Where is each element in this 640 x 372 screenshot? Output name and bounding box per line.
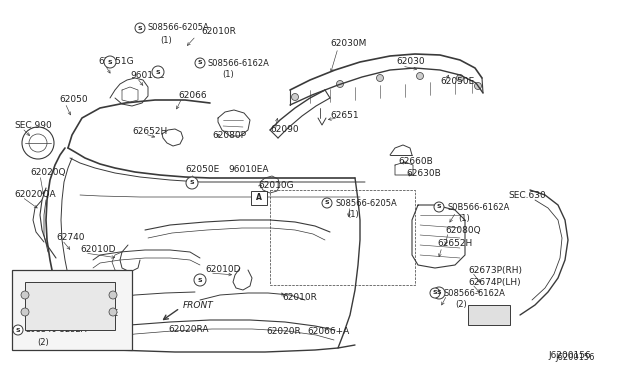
Text: 62030: 62030 xyxy=(396,58,424,67)
Text: S: S xyxy=(189,180,195,186)
Text: S: S xyxy=(198,278,202,282)
Text: 62080Q: 62080Q xyxy=(445,225,481,234)
Text: S: S xyxy=(156,70,160,74)
Text: S08566-6162A: S08566-6162A xyxy=(443,289,505,298)
Text: 62010D: 62010D xyxy=(80,246,115,254)
Text: S0B566-6162A: S0B566-6162A xyxy=(447,202,509,212)
Text: S08340-5252A: S08340-5252A xyxy=(26,326,88,334)
Text: S: S xyxy=(16,327,20,333)
Text: 62652H: 62652H xyxy=(437,240,472,248)
Circle shape xyxy=(376,74,383,81)
Circle shape xyxy=(433,287,445,299)
Circle shape xyxy=(109,291,117,299)
Text: S: S xyxy=(436,291,442,295)
Text: 62050E: 62050E xyxy=(440,77,474,87)
Circle shape xyxy=(474,83,481,90)
Circle shape xyxy=(152,66,164,78)
Text: (1): (1) xyxy=(222,70,234,78)
Text: S: S xyxy=(108,60,112,64)
Circle shape xyxy=(109,308,117,316)
Circle shape xyxy=(291,93,298,100)
Text: 62010J: 62010J xyxy=(28,308,60,317)
Text: A: A xyxy=(256,193,262,202)
Text: S: S xyxy=(433,291,437,295)
Text: 62051G: 62051G xyxy=(98,58,134,67)
Circle shape xyxy=(104,56,116,68)
Text: SEC.630: SEC.630 xyxy=(508,190,546,199)
Text: S08566-6205A: S08566-6205A xyxy=(148,23,210,32)
Circle shape xyxy=(186,177,198,189)
Text: 62020RA: 62020RA xyxy=(168,326,209,334)
Text: 62630B: 62630B xyxy=(406,170,441,179)
Bar xyxy=(468,305,510,325)
Text: SEC.990: SEC.990 xyxy=(14,121,52,129)
Text: 96010EA: 96010EA xyxy=(228,166,269,174)
Text: S08566-6205A: S08566-6205A xyxy=(335,199,397,208)
Text: (1): (1) xyxy=(347,209,359,218)
Text: (2): (2) xyxy=(37,337,49,346)
Text: 62652E: 62652E xyxy=(84,308,118,317)
Circle shape xyxy=(337,80,344,87)
Circle shape xyxy=(21,308,29,316)
Text: 62020Q: 62020Q xyxy=(30,167,65,176)
Circle shape xyxy=(417,73,424,80)
Circle shape xyxy=(430,288,440,298)
Text: 62066+A: 62066+A xyxy=(307,327,349,337)
Text: 62010G: 62010G xyxy=(258,180,294,189)
Circle shape xyxy=(13,325,23,335)
Circle shape xyxy=(21,291,29,299)
FancyBboxPatch shape xyxy=(251,191,267,205)
Text: 62010R: 62010R xyxy=(282,294,317,302)
Text: 62020R: 62020R xyxy=(266,327,301,337)
Text: S: S xyxy=(138,26,142,31)
Circle shape xyxy=(456,74,463,81)
Text: S08566-6162A: S08566-6162A xyxy=(208,58,270,67)
Text: 62660B: 62660B xyxy=(398,157,433,167)
Text: S: S xyxy=(436,205,442,209)
Text: 62651: 62651 xyxy=(330,110,358,119)
Circle shape xyxy=(135,23,145,33)
Text: 62740: 62740 xyxy=(56,232,84,241)
Text: S: S xyxy=(324,201,330,205)
Text: 62050: 62050 xyxy=(59,96,88,105)
Text: 62080P: 62080P xyxy=(212,131,246,141)
Circle shape xyxy=(194,274,206,286)
Circle shape xyxy=(195,58,205,68)
Text: J6200156: J6200156 xyxy=(548,350,591,359)
Text: 62010R: 62010R xyxy=(201,28,236,36)
Text: 96010E: 96010E xyxy=(130,71,164,80)
Circle shape xyxy=(434,202,444,212)
Text: (2): (2) xyxy=(455,301,467,310)
Text: 62050E: 62050E xyxy=(185,166,220,174)
Text: (1): (1) xyxy=(160,35,172,45)
Text: 62652H: 62652H xyxy=(132,128,167,137)
Bar xyxy=(25,282,115,330)
Text: FRONT: FRONT xyxy=(183,301,214,310)
Circle shape xyxy=(322,198,332,208)
Text: 62674P(LH): 62674P(LH) xyxy=(468,278,520,286)
Text: 62066: 62066 xyxy=(178,90,207,99)
Text: S: S xyxy=(198,61,202,65)
Text: 62090: 62090 xyxy=(270,125,299,135)
Text: 62030M: 62030M xyxy=(330,38,366,48)
Text: 62020QA: 62020QA xyxy=(14,189,56,199)
Bar xyxy=(12,270,132,350)
Text: 62673P(RH): 62673P(RH) xyxy=(468,266,522,275)
Text: J6200156: J6200156 xyxy=(556,353,595,362)
Text: 62010D: 62010D xyxy=(205,266,241,275)
Text: (1): (1) xyxy=(458,214,470,222)
